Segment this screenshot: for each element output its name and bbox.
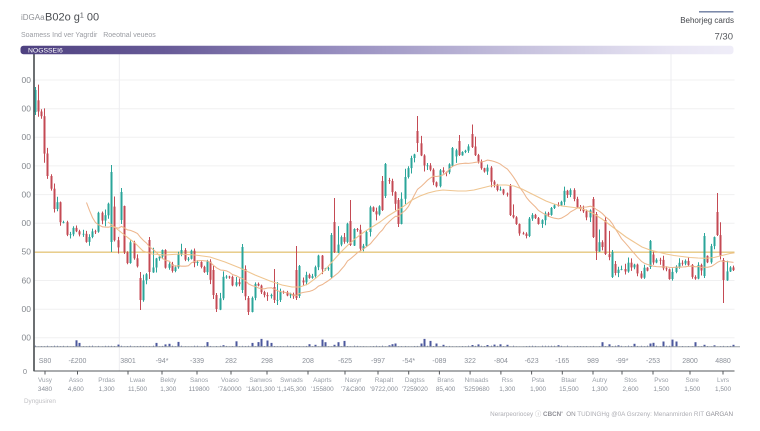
svg-text:'155800: '155800: [311, 386, 334, 393]
svg-text:298: 298: [261, 358, 273, 365]
svg-text:-253: -253: [646, 358, 660, 365]
svg-text:-997: -997: [371, 358, 385, 365]
svg-text:Sore: Sore: [685, 377, 699, 384]
svg-text:Aaprts: Aaprts: [313, 377, 331, 384]
svg-text:Pvso: Pvso: [654, 377, 669, 384]
svg-text:2,600: 2,600: [623, 386, 639, 393]
svg-text:0: 0: [23, 367, 27, 376]
svg-text:iDGAa: iDGAa: [21, 13, 45, 22]
svg-text:-089: -089: [432, 358, 446, 365]
svg-text:-99*: -99*: [616, 358, 629, 365]
svg-text:-625: -625: [338, 358, 352, 365]
svg-text:208: 208: [302, 358, 314, 365]
svg-text:'1&01,300: '1&01,300: [246, 386, 275, 393]
svg-text:1,300: 1,300: [499, 386, 515, 393]
svg-text:3801: 3801: [120, 358, 136, 365]
svg-text:Prdas: Prdas: [98, 377, 115, 384]
svg-text:'5259680: '5259680: [463, 386, 490, 393]
svg-text:Dagtss: Dagtss: [405, 377, 425, 384]
svg-text:1,300: 1,300: [160, 386, 176, 393]
svg-text:Bekty: Bekty: [160, 377, 177, 384]
svg-text:'1,145,300: '1,145,300: [277, 386, 307, 393]
svg-text:00: 00: [22, 189, 32, 199]
svg-text:Nerarpeoriocey ⓘ CBCN' ON TUD: Nerarpeoriocey ⓘ CBCN' ON TUDINGHg @0A G…: [490, 410, 733, 418]
svg-text:Brans: Brans: [437, 377, 454, 384]
svg-text:50: 50: [22, 247, 32, 257]
svg-text:Btaar: Btaar: [561, 377, 577, 384]
svg-text:-£200: -£200: [69, 358, 87, 365]
svg-text:'7&C800: '7&C800: [341, 386, 366, 393]
svg-text:Nmaads: Nmaads: [465, 377, 489, 384]
svg-text:00: 00: [22, 75, 32, 85]
svg-text:00: 00: [22, 161, 32, 171]
svg-text:-54*: -54*: [402, 358, 415, 365]
svg-text:Asso: Asso: [69, 377, 84, 384]
svg-text:989: 989: [587, 358, 599, 365]
svg-text:1,300: 1,300: [99, 386, 115, 393]
svg-text:Rss: Rss: [502, 377, 513, 384]
svg-text:85,400: 85,400: [436, 386, 456, 393]
svg-text:60: 60: [22, 275, 32, 285]
svg-text:00: 00: [22, 104, 32, 114]
svg-text:'9722,000: '9722,000: [370, 386, 398, 393]
svg-text:Autry: Autry: [592, 377, 608, 384]
svg-text:4,600: 4,600: [68, 386, 84, 393]
svg-text:S80: S80: [39, 358, 52, 365]
svg-text:Behorjeg cards: Behorjeg cards: [680, 16, 734, 25]
svg-text:119800: 119800: [189, 386, 210, 393]
svg-text:-804: -804: [494, 358, 508, 365]
svg-text:00: 00: [22, 218, 32, 228]
svg-text:322: 322: [464, 358, 476, 365]
svg-text:-165: -165: [555, 358, 569, 365]
svg-text:B02o g1 00: B02o g1 00: [45, 12, 99, 24]
svg-text:1,500: 1,500: [653, 386, 669, 393]
svg-text:Swnads: Swnads: [280, 377, 303, 384]
svg-text:00: 00: [22, 304, 32, 314]
svg-text:1,900: 1,900: [530, 386, 546, 393]
svg-text:Soamess Ind ver Yagrdir Roeo: Soamess Ind ver Yagrdir Roeotnal veueos: [21, 32, 156, 39]
svg-text:00: 00: [22, 132, 32, 142]
svg-text:Sanos: Sanos: [190, 377, 208, 384]
svg-text:Lvrs: Lvrs: [717, 377, 729, 384]
svg-text:Lwae: Lwae: [130, 377, 146, 384]
svg-text:1,500: 1,500: [715, 386, 731, 393]
svg-text:Vusy: Vusy: [38, 377, 53, 384]
svg-text:Rapalt: Rapalt: [375, 377, 394, 384]
svg-text:282: 282: [225, 358, 237, 365]
svg-text:Sanwos: Sanwos: [249, 377, 272, 384]
svg-text:4880: 4880: [715, 358, 731, 365]
svg-text:Stos: Stos: [624, 377, 637, 384]
svg-text:'7&0000: '7&0000: [218, 386, 242, 393]
svg-text:NOGSSEI6: NOGSSEI6: [28, 48, 63, 55]
svg-text:-94*: -94*: [156, 358, 169, 365]
svg-text:3480: 3480: [38, 386, 53, 393]
svg-text:Dyngusiren: Dyngusiren: [24, 398, 56, 405]
svg-text:-623: -623: [525, 358, 539, 365]
svg-text:11,500: 11,500: [128, 386, 148, 393]
svg-text:15,500: 15,500: [559, 386, 579, 393]
svg-text:-339: -339: [190, 358, 204, 365]
svg-text:Voaso: Voaso: [221, 377, 239, 384]
svg-text:2800: 2800: [682, 358, 698, 365]
svg-text:7/30: 7/30: [715, 32, 734, 43]
svg-text:Nasyr: Nasyr: [345, 377, 363, 384]
svg-text:00: 00: [22, 333, 32, 343]
svg-text:1,500: 1,500: [684, 386, 700, 393]
svg-text:1,300: 1,300: [592, 386, 608, 393]
svg-text:'7259020: '7259020: [402, 386, 429, 393]
svg-text:Psta: Psta: [532, 377, 545, 384]
